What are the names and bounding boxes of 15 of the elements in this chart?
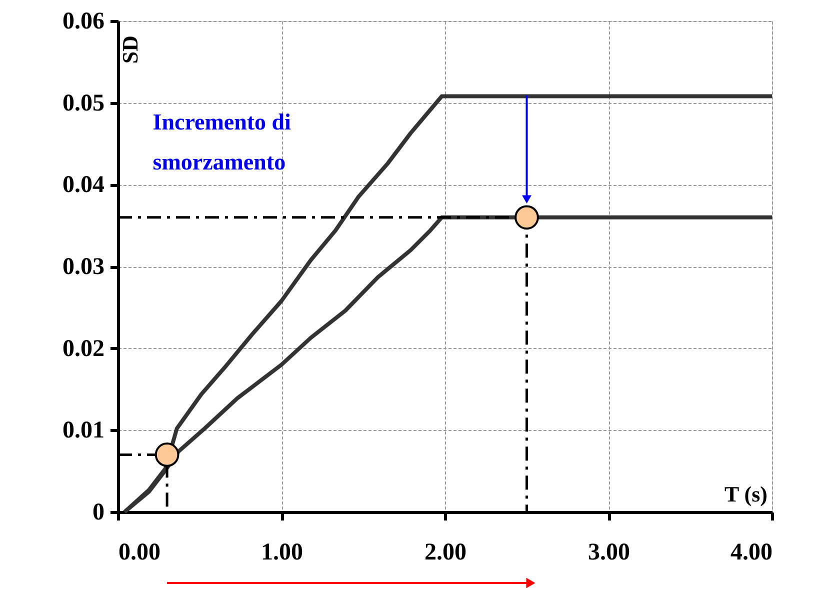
y-tick-label: 0 xyxy=(92,500,104,526)
y-axis-title: SD xyxy=(118,35,142,64)
x-tick-label: 0.00 xyxy=(118,540,160,566)
x-tick-label: 3.00 xyxy=(588,540,630,566)
y-tick-label: 0.02 xyxy=(62,336,104,362)
x-tick-label: 4.00 xyxy=(730,540,772,566)
y-tick-label: 0.06 xyxy=(62,8,104,34)
x-axis-title: T (s) xyxy=(724,482,768,506)
y-tick-label: 0.05 xyxy=(62,90,104,116)
annotation: Incremento di smorzamento xyxy=(152,109,292,174)
x-tick-label: 1.00 xyxy=(261,540,303,566)
y-tick-label: 0.03 xyxy=(62,254,104,280)
y-tick-label: 0.01 xyxy=(62,418,104,444)
x-tick-label: 2.00 xyxy=(424,540,466,566)
y-tick-label: 0.04 xyxy=(62,172,104,198)
